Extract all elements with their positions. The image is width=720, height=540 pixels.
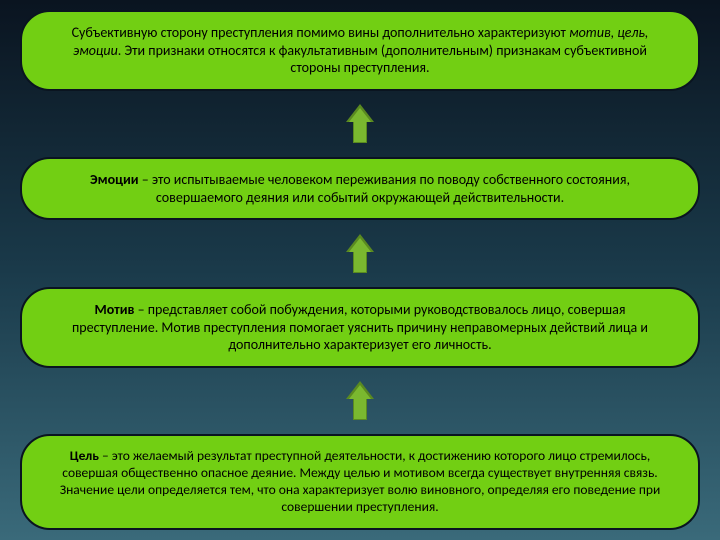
intro-box: Субъективную сторону преступления помимо… — [20, 10, 700, 91]
intro-pre: Субъективную сторону преступления помимо… — [72, 24, 570, 41]
up-arrow-icon — [346, 104, 374, 144]
emotions-box: Эмоции – это испытываемые человеком пере… — [20, 157, 700, 220]
goal-box: Цель – это желаемый результат преступной… — [20, 434, 700, 530]
intro-post: . Эти признаки относятся к факультативны… — [118, 42, 647, 77]
arrow-1 — [20, 234, 700, 274]
motive-box: Мотив – представляет собой побуждения, к… — [20, 287, 700, 368]
emotions-lead: Эмоции — [90, 171, 139, 188]
goal-lead: Цель — [70, 447, 99, 464]
arrow-0 — [20, 104, 700, 144]
arrow-2 — [20, 381, 700, 421]
up-arrow-icon — [346, 234, 374, 274]
goal-rest: – это желаемый результат преступной деят… — [60, 447, 661, 515]
up-arrow-icon — [346, 381, 374, 421]
motive-lead: Мотив — [95, 301, 135, 318]
motive-rest: – представляет собой побуждения, которым… — [72, 301, 648, 353]
emotions-rest: – это испытываемые человеком переживания… — [139, 171, 630, 206]
